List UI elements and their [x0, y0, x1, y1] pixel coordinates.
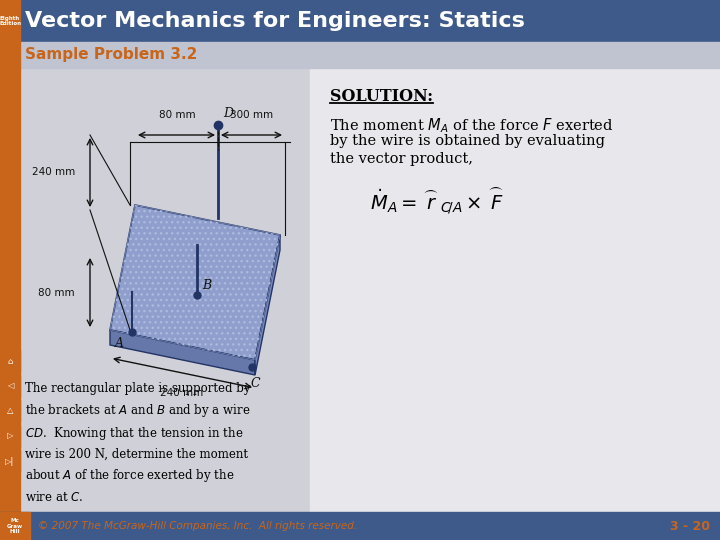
Text: ◁: ◁ — [6, 381, 13, 390]
Text: 80 mm: 80 mm — [38, 288, 75, 298]
Text: by the wire is obtained by evaluating: by the wire is obtained by evaluating — [330, 134, 605, 148]
Text: the vector product,: the vector product, — [330, 152, 473, 166]
Text: $\dot{M}_A = \overset{\frown}{r}_{C\!/A} \times \overset{\frown}{F}$: $\dot{M}_A = \overset{\frown}{r}_{C\!/A}… — [370, 185, 504, 217]
Bar — [0, 450, 20, 472]
Text: 240 mm: 240 mm — [161, 388, 204, 398]
Bar — [0, 512, 30, 540]
Text: A: A — [115, 337, 124, 350]
Text: 80 mm: 80 mm — [158, 110, 195, 120]
Bar — [0, 42, 20, 68]
Text: B: B — [202, 279, 211, 292]
Text: The rectangular plate is supported by
the brackets at $A$ and $B$ and by a wire
: The rectangular plate is supported by th… — [25, 382, 251, 504]
Text: Mc
Graw
Hill: Mc Graw Hill — [7, 518, 23, 534]
Text: SOLUTION:: SOLUTION: — [330, 88, 433, 105]
Bar — [0, 350, 20, 372]
Text: Vector Mechanics for Engineers: Statics: Vector Mechanics for Engineers: Statics — [25, 11, 525, 31]
Text: Sample Problem 3.2: Sample Problem 3.2 — [25, 48, 197, 63]
Bar — [0, 0, 720, 42]
Text: △: △ — [6, 407, 13, 415]
Text: The moment $M_A$ of the force $F$ exerted: The moment $M_A$ of the force $F$ exerte… — [330, 116, 613, 134]
Bar — [310, 68, 720, 512]
Text: Eighth
Edition: Eighth Edition — [0, 16, 21, 26]
Text: 240 mm: 240 mm — [32, 167, 75, 177]
Bar — [0, 42, 720, 68]
Bar — [0, 0, 20, 42]
Polygon shape — [110, 330, 255, 375]
Bar — [0, 400, 20, 422]
Bar — [0, 375, 20, 397]
Text: ⌂: ⌂ — [7, 356, 13, 366]
Polygon shape — [255, 235, 280, 375]
Bar — [0, 425, 20, 447]
Text: C: C — [250, 377, 260, 390]
Text: ▷: ▷ — [6, 431, 13, 441]
Text: D: D — [223, 107, 233, 120]
Bar — [0, 68, 310, 512]
Bar — [0, 512, 720, 540]
Text: 3 - 20: 3 - 20 — [670, 519, 710, 532]
Text: ▷|: ▷| — [5, 456, 14, 465]
Polygon shape — [110, 205, 280, 360]
Text: © 2007 The McGraw-Hill Companies, Inc.  All rights reserved.: © 2007 The McGraw-Hill Companies, Inc. A… — [38, 521, 357, 531]
Bar — [0, 68, 20, 512]
Text: 300 mm: 300 mm — [230, 110, 274, 120]
